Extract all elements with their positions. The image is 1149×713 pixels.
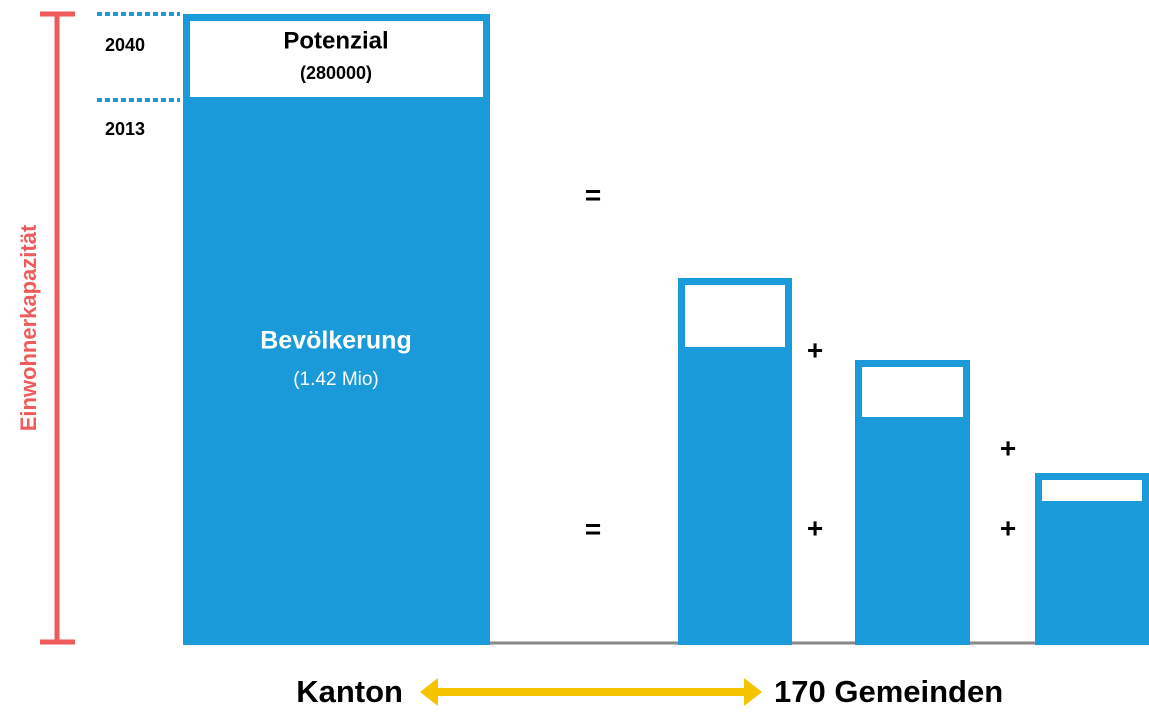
municipality-bars <box>678 278 1149 645</box>
potential-label: Potenzial <box>283 27 388 54</box>
footer-left: Kanton <box>296 674 403 709</box>
axis <box>40 11 75 645</box>
year-label: 2013 <box>105 119 145 139</box>
year-label: 2040 <box>105 35 145 55</box>
potential-value: (280000) <box>300 63 372 83</box>
kanton-bar <box>183 14 490 645</box>
axis-label: Einwohnerkapazität <box>16 224 41 431</box>
operator: + <box>1000 432 1016 463</box>
operator: + <box>807 334 823 365</box>
footer-right: 170 Gemeinden <box>774 674 1003 709</box>
operator: + <box>1000 512 1016 543</box>
population-label: Bevölkerung <box>260 327 411 355</box>
double-arrow <box>420 678 762 706</box>
year-lines <box>97 12 180 102</box>
operator: = <box>585 179 601 210</box>
operator: = <box>585 513 601 544</box>
operator: + <box>807 512 823 543</box>
population-value: (1.42 Mio) <box>293 369 379 390</box>
operators: = = + + + + <box>585 179 1016 544</box>
